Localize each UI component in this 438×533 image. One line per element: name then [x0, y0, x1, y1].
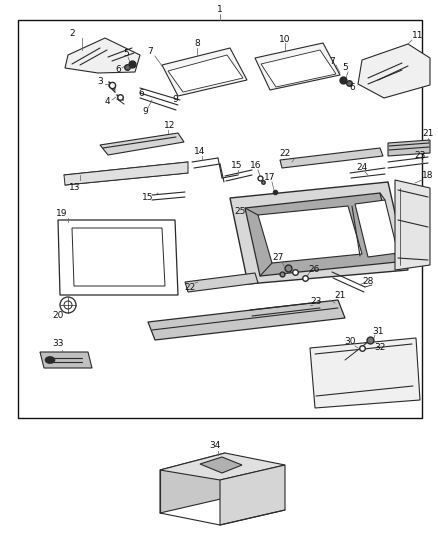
Text: 19: 19: [56, 209, 68, 219]
Text: 17: 17: [264, 174, 276, 182]
Polygon shape: [255, 43, 340, 90]
Text: 31: 31: [372, 327, 384, 335]
Text: 21: 21: [422, 130, 434, 139]
Text: 16: 16: [250, 161, 262, 171]
Text: 11: 11: [412, 31, 424, 41]
Text: 2: 2: [69, 29, 75, 38]
Polygon shape: [100, 133, 184, 155]
Polygon shape: [162, 48, 247, 96]
Polygon shape: [395, 180, 430, 270]
Polygon shape: [160, 453, 225, 513]
Text: 5: 5: [342, 63, 348, 72]
Text: 7: 7: [329, 56, 335, 66]
Text: 25: 25: [234, 207, 246, 216]
Text: 6: 6: [349, 83, 355, 92]
Text: 15: 15: [142, 193, 154, 203]
Bar: [18, 20, 422, 418]
Polygon shape: [220, 465, 285, 525]
Text: 9: 9: [142, 108, 148, 117]
Text: 8: 8: [194, 39, 200, 49]
Text: 27: 27: [272, 254, 284, 262]
Text: 14: 14: [194, 148, 206, 157]
Text: 23: 23: [310, 297, 321, 306]
Text: 1: 1: [217, 5, 223, 14]
Polygon shape: [358, 44, 430, 98]
Text: 18: 18: [422, 172, 434, 181]
Polygon shape: [230, 182, 408, 284]
Polygon shape: [200, 457, 242, 473]
Polygon shape: [185, 273, 258, 292]
Text: 22: 22: [279, 149, 291, 157]
Text: 34: 34: [209, 441, 221, 450]
Text: 12: 12: [164, 122, 176, 131]
Text: 28: 28: [362, 278, 374, 287]
Text: 21: 21: [334, 292, 346, 301]
Text: 9: 9: [172, 95, 178, 104]
Text: 33: 33: [52, 340, 64, 349]
Text: 20: 20: [52, 311, 64, 320]
Polygon shape: [160, 453, 285, 480]
Text: 23: 23: [414, 150, 426, 159]
Text: 22: 22: [184, 284, 196, 293]
Text: 4: 4: [104, 98, 110, 107]
Text: 15: 15: [231, 161, 243, 171]
Text: 13: 13: [69, 183, 81, 192]
Text: 32: 32: [374, 343, 386, 352]
Text: 5: 5: [123, 50, 129, 59]
Polygon shape: [148, 300, 345, 340]
Polygon shape: [168, 55, 243, 92]
Polygon shape: [388, 140, 430, 156]
Polygon shape: [261, 50, 336, 87]
Ellipse shape: [45, 357, 55, 364]
Polygon shape: [64, 162, 188, 185]
Polygon shape: [280, 148, 383, 168]
Polygon shape: [258, 206, 362, 263]
Text: 6: 6: [115, 66, 121, 75]
Text: 10: 10: [279, 35, 291, 44]
Text: 30: 30: [344, 336, 356, 345]
Polygon shape: [355, 200, 398, 257]
Polygon shape: [65, 38, 140, 73]
Polygon shape: [40, 352, 92, 368]
Polygon shape: [310, 338, 420, 408]
Text: 26: 26: [308, 264, 320, 273]
Polygon shape: [245, 193, 397, 276]
Text: 24: 24: [357, 163, 367, 172]
Text: 3: 3: [97, 77, 103, 86]
Text: 6: 6: [138, 88, 144, 98]
Text: 7: 7: [147, 47, 153, 56]
